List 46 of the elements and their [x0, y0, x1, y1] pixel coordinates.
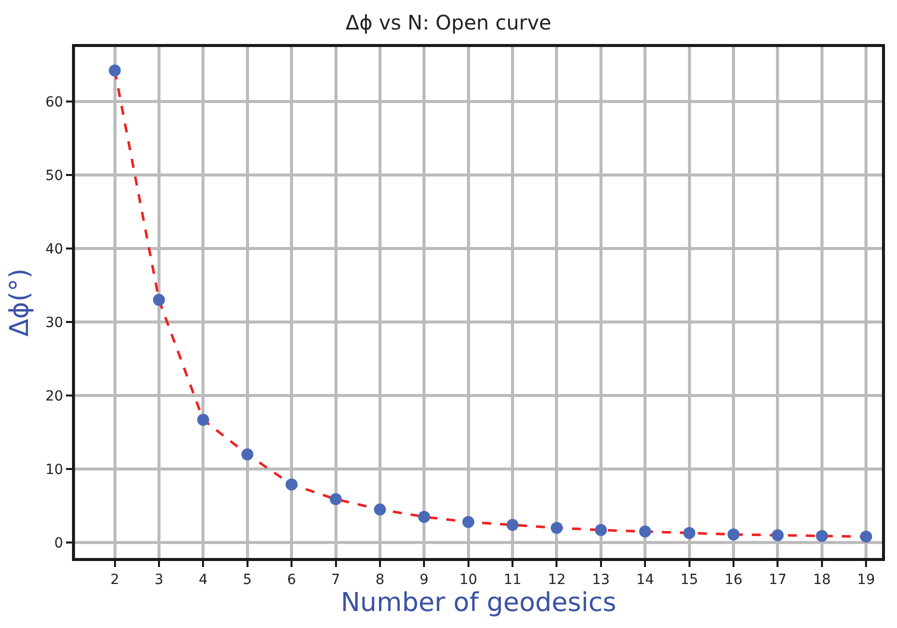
point [506, 518, 519, 531]
x-tick-label: 4 [198, 572, 208, 588]
point [418, 510, 430, 523]
point [728, 528, 740, 540]
point [594, 524, 607, 536]
y-tick-label: 30 [45, 314, 64, 331]
x-tick-label: 3 [154, 572, 164, 588]
point [772, 529, 784, 542]
y-axis-title: Δϕ(°) [4, 268, 35, 337]
point [286, 478, 298, 490]
y-tick-label: 60 [45, 94, 64, 110]
point [197, 414, 210, 426]
point [241, 448, 254, 460]
y-tick-label: 50 [45, 168, 64, 184]
x-tick-label: 18 [812, 572, 831, 588]
point [683, 527, 696, 539]
y-tick-label: 10 [45, 462, 64, 478]
point [108, 64, 121, 77]
point [374, 503, 386, 516]
x-tick-label: 13 [592, 572, 610, 588]
x-tick-label: 7 [331, 572, 340, 588]
x-tick-label: 5 [242, 572, 252, 588]
y-tick-label: 20 [45, 388, 64, 404]
x-tick-label: 9 [420, 572, 429, 588]
x-tick-label: 10 [459, 572, 478, 588]
chart-title: Δϕ vs N: Open curve [346, 10, 552, 35]
y-tick-label: 0 [54, 535, 64, 552]
point [550, 522, 563, 534]
x-tick-label: 15 [680, 572, 698, 588]
x-tick-label: 11 [504, 572, 522, 588]
x-tick-label: 8 [375, 572, 384, 588]
x-tick-label: 12 [548, 572, 566, 588]
x-tick-label: 2 [110, 572, 120, 588]
x-tick-label: 19 [857, 572, 876, 588]
x-tick-label: 14 [636, 572, 654, 588]
y-tick-label: 40 [45, 241, 64, 258]
point [639, 526, 652, 538]
x-tick-label: 6 [287, 572, 296, 588]
x-tick-label: 17 [768, 572, 787, 588]
x-axis-title: Number of geodesics [340, 588, 616, 618]
point [330, 493, 342, 506]
point [462, 516, 474, 528]
x-tick-label: 16 [724, 572, 742, 588]
point [860, 530, 872, 543]
point [152, 294, 165, 306]
point [816, 530, 828, 542]
